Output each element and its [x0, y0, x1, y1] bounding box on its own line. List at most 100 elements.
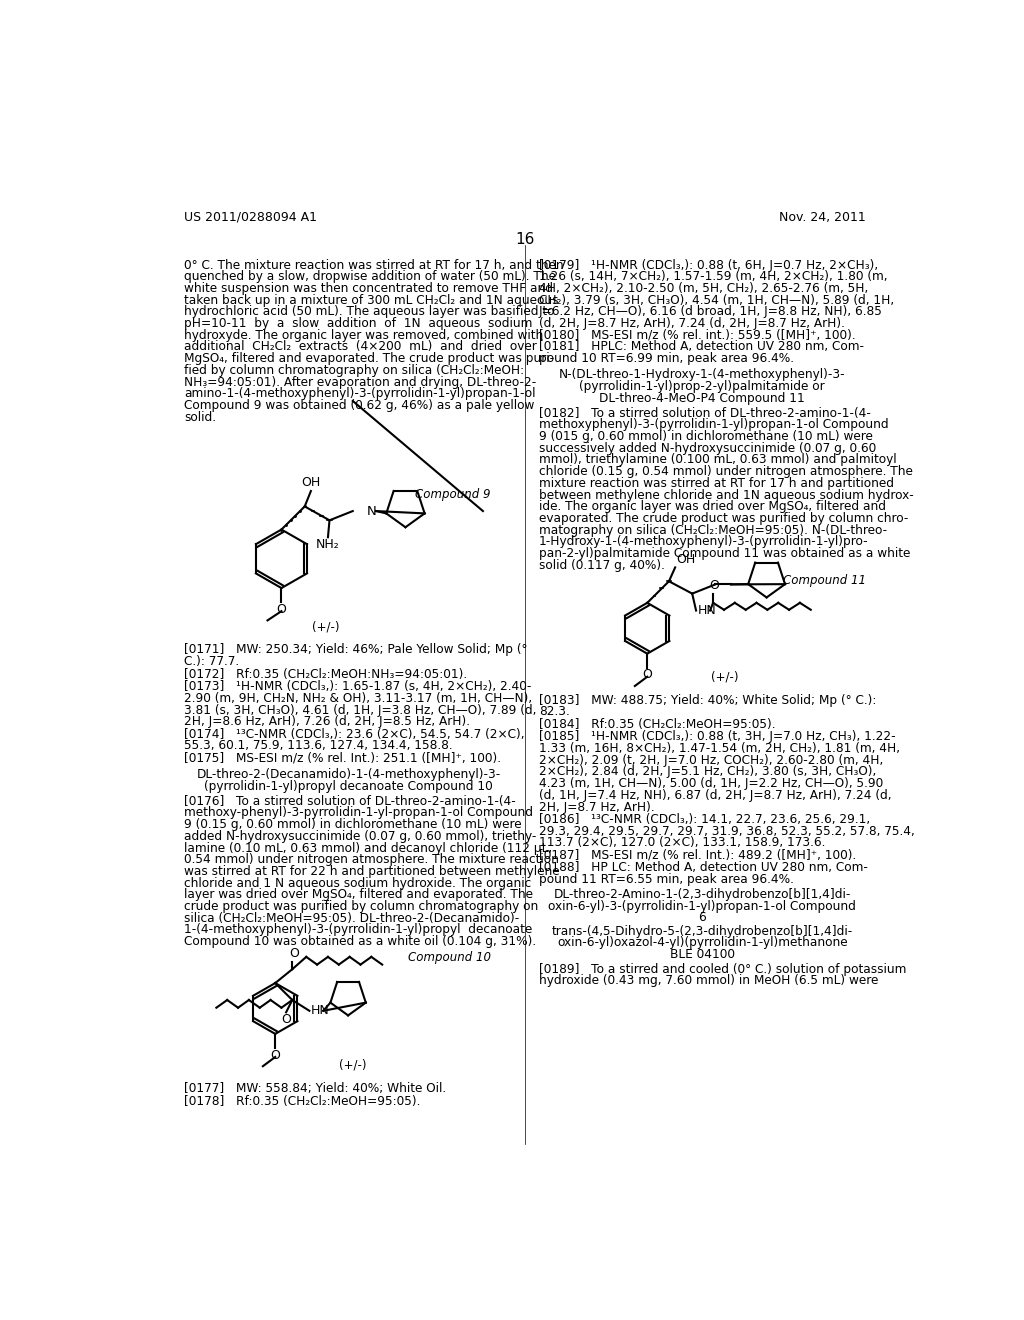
Text: 1-Hydroxy-1-(4-methoxyphenyl)-3-(pyrrolidin-1-yl)pro-: 1-Hydroxy-1-(4-methoxyphenyl)-3-(pyrroli… — [539, 536, 868, 548]
Text: N: N — [368, 504, 377, 517]
Text: (pyrrolidin-1-yl)prop-2-yl)palmitamide or: (pyrrolidin-1-yl)prop-2-yl)palmitamide o… — [580, 380, 825, 393]
Text: [0172]   Rf:0.35 (CH₂Cl₂:MeOH:NH₃=94:05:01).: [0172] Rf:0.35 (CH₂Cl₂:MeOH:NH₃=94:05:01… — [183, 668, 467, 681]
Text: (d, 2H, J=8.7 Hz, ArH), 7.24 (d, 2H, J=8.7 Hz, ArH).: (d, 2H, J=8.7 Hz, ArH), 7.24 (d, 2H, J=8… — [539, 317, 845, 330]
Text: NH₂: NH₂ — [316, 539, 340, 550]
Text: Compound 11: Compound 11 — [782, 574, 866, 587]
Text: silica (CH₂Cl₂:MeOH=95:05). DL-threo-2-(Decanamido)-: silica (CH₂Cl₂:MeOH=95:05). DL-threo-2-(… — [183, 912, 519, 925]
Text: white suspension was then concentrated to remove THF and: white suspension was then concentrated t… — [183, 282, 553, 294]
Text: O: O — [289, 946, 299, 960]
Text: crude product was purified by column chromatography on: crude product was purified by column chr… — [183, 900, 538, 913]
Text: Compound 10 was obtained as a white oil (0.104 g, 31%).: Compound 10 was obtained as a white oil … — [183, 935, 536, 948]
Text: [0176]   To a stirred solution of DL-threo-2-amino-1-(4-: [0176] To a stirred solution of DL-threo… — [183, 795, 515, 808]
Text: CH₂), 3.79 (s, 3H, CH₃O), 4.54 (m, 1H, CH—N), 5.89 (d, 1H,: CH₂), 3.79 (s, 3H, CH₃O), 4.54 (m, 1H, C… — [539, 293, 894, 306]
Text: was stirred at RT for 22 h and partitioned between methylene: was stirred at RT for 22 h and partition… — [183, 865, 559, 878]
Text: lamine (0.10 mL, 0.63 mmol) and decanoyl chloride (112 μL,: lamine (0.10 mL, 0.63 mmol) and decanoyl… — [183, 842, 552, 854]
Text: [0175]   MS-ESI m/z (% rel. Int.): 251.1 ([MH]⁺, 100).: [0175] MS-ESI m/z (% rel. Int.): 251.1 (… — [183, 752, 501, 764]
Text: oxin-6-yl)oxazol-4-yl)(pyrrolidin-1-yl)methanone: oxin-6-yl)oxazol-4-yl)(pyrrolidin-1-yl)m… — [557, 936, 848, 949]
Text: BLE 04100: BLE 04100 — [670, 948, 735, 961]
Text: HN: HN — [697, 605, 717, 616]
Text: quenched by a slow, dropwise addition of water (50 mL). The: quenched by a slow, dropwise addition of… — [183, 271, 556, 284]
Text: O: O — [282, 1014, 291, 1026]
Text: OH: OH — [677, 553, 696, 566]
Text: N-(DL-threo-1-Hydroxy-1-(4-methoxyphenyl)-3-: N-(DL-threo-1-Hydroxy-1-(4-methoxyphenyl… — [559, 368, 846, 381]
Text: C.): 77.7.: C.): 77.7. — [183, 655, 239, 668]
Text: (+/-): (+/-) — [339, 1059, 367, 1072]
Text: mixture reaction was stirred at RT for 17 h and partitioned: mixture reaction was stirred at RT for 1… — [539, 477, 894, 490]
Text: 82.3.: 82.3. — [539, 705, 569, 718]
Text: 6: 6 — [698, 911, 707, 924]
Text: methoxyphenyl)-3-(pyrrolidin-1-yl)propan-1-ol Compound: methoxyphenyl)-3-(pyrrolidin-1-yl)propan… — [539, 418, 889, 432]
Text: [0179]   ¹H-NMR (CDCl₃,): 0.88 (t, 6H, J=0.7 Hz, 2×CH₃),: [0179] ¹H-NMR (CDCl₃,): 0.88 (t, 6H, J=0… — [539, 259, 878, 272]
Text: additional  CH₂Cl₂  extracts  (4×200  mL)  and  dried  over: additional CH₂Cl₂ extracts (4×200 mL) an… — [183, 341, 537, 354]
Text: Compound 9: Compound 9 — [415, 488, 490, 502]
Text: ide. The organic layer was dried over MgSO₄, filtered and: ide. The organic layer was dried over Mg… — [539, 500, 886, 513]
Text: layer was dried over MgSO₄, filtered and evaporated. The: layer was dried over MgSO₄, filtered and… — [183, 888, 532, 902]
Text: pH=10-11  by  a  slow  addition  of  1N  aqueous  sodium: pH=10-11 by a slow addition of 1N aqueou… — [183, 317, 532, 330]
Text: [0187]   MS-ESI m/z (% rel. Int.): 489.2 ([MH]⁺, 100).: [0187] MS-ESI m/z (% rel. Int.): 489.2 (… — [539, 849, 856, 862]
Text: O: O — [710, 579, 720, 593]
Text: 0° C. The mixture reaction was stirred at RT for 17 h, and then: 0° C. The mixture reaction was stirred a… — [183, 259, 563, 272]
Text: (pyrrolidin-1-yl)propyl decanoate Compound 10: (pyrrolidin-1-yl)propyl decanoate Compou… — [205, 780, 494, 793]
Text: 9 (015 g, 0.60 mmol) in dichloromethane (10 mL) were: 9 (015 g, 0.60 mmol) in dichloromethane … — [539, 430, 872, 444]
Text: DL-threo-4-MeO-P4 Compound 11: DL-threo-4-MeO-P4 Compound 11 — [599, 392, 805, 405]
Text: [0171]   MW: 250.34; Yield: 46%; Pale Yellow Solid; Mp (°: [0171] MW: 250.34; Yield: 46%; Pale Yell… — [183, 644, 527, 656]
Text: [0184]   Rf:0.35 (CH₂Cl₂:MeOH=95:05).: [0184] Rf:0.35 (CH₂Cl₂:MeOH=95:05). — [539, 718, 775, 731]
Text: 2H, J=8.7 Hz, ArH).: 2H, J=8.7 Hz, ArH). — [539, 800, 654, 813]
Text: methoxy-phenyl)-3-pyrrolidin-1-yl-propan-1-ol Compound: methoxy-phenyl)-3-pyrrolidin-1-yl-propan… — [183, 807, 532, 820]
Text: J=6.2 Hz, CH—O), 6.16 (d broad, 1H, J=8.8 Hz, NH), 6.85: J=6.2 Hz, CH—O), 6.16 (d broad, 1H, J=8.… — [539, 305, 883, 318]
Text: O: O — [270, 1048, 281, 1061]
Text: added N-hydroxysuccinimide (0.07 g, 0.60 mmol), triethy-: added N-hydroxysuccinimide (0.07 g, 0.60… — [183, 830, 537, 843]
Text: Nov. 24, 2011: Nov. 24, 2011 — [779, 211, 866, 224]
Text: 3.81 (s, 3H, CH₃O), 4.61 (d, 1H, J=3.8 Hz, CH—O), 7.89 (d,: 3.81 (s, 3H, CH₃O), 4.61 (d, 1H, J=3.8 H… — [183, 704, 537, 717]
Text: US 2011/0288094 A1: US 2011/0288094 A1 — [183, 211, 316, 224]
Text: Compound 9 was obtained (0.62 g, 46%) as a pale yellow: Compound 9 was obtained (0.62 g, 46%) as… — [183, 399, 535, 412]
Text: 113.7 (2×C), 127.0 (2×C), 133.1, 158.9, 173.6.: 113.7 (2×C), 127.0 (2×C), 133.1, 158.9, … — [539, 837, 825, 850]
Text: [0186]   ¹³C-NMR (CDCl₃,): 14.1, 22.7, 23.6, 25.6, 29.1,: [0186] ¹³C-NMR (CDCl₃,): 14.1, 22.7, 23.… — [539, 813, 869, 826]
Text: pan-2-yl)palmitamide Compound 11 was obtained as a white: pan-2-yl)palmitamide Compound 11 was obt… — [539, 546, 910, 560]
Text: evaporated. The crude product was purified by column chro-: evaporated. The crude product was purifi… — [539, 512, 908, 525]
Text: 2H, J=8.6 Hz, ArH), 7.26 (d, 2H, J=8.5 Hz, ArH).: 2H, J=8.6 Hz, ArH), 7.26 (d, 2H, J=8.5 H… — [183, 715, 470, 729]
Text: pound 10 RT=6.99 min, peak area 96.4%.: pound 10 RT=6.99 min, peak area 96.4%. — [539, 352, 794, 366]
Text: [0173]   ¹H-NMR (CDCl₃,): 1.65-1.87 (s, 4H, 2×CH₂), 2.40-: [0173] ¹H-NMR (CDCl₃,): 1.65-1.87 (s, 4H… — [183, 680, 531, 693]
Text: fied by column chromatography on silica (CH₂Cl₂:MeOH:: fied by column chromatography on silica … — [183, 364, 524, 376]
Text: MgSO₄, filtered and evaporated. The crude product was puri-: MgSO₄, filtered and evaporated. The crud… — [183, 352, 554, 366]
Text: 0.54 mmol) under nitrogen atmosphere. The mixture reaction: 0.54 mmol) under nitrogen atmosphere. Th… — [183, 853, 559, 866]
Text: OH: OH — [301, 477, 321, 490]
Text: chloride and 1 N aqueous sodium hydroxide. The organic: chloride and 1 N aqueous sodium hydroxid… — [183, 876, 531, 890]
Text: 4.23 (m, 1H, CH—N), 5.00 (d, 1H, J=2.2 Hz, CH—O), 5.90: 4.23 (m, 1H, CH—N), 5.00 (d, 1H, J=2.2 H… — [539, 777, 883, 791]
Text: matography on silica (CH₂Cl₂:MeOH=95:05). N-(DL-threo-: matography on silica (CH₂Cl₂:MeOH=95:05)… — [539, 524, 887, 537]
Text: pound 11 RT=6.55 min, peak area 96.4%.: pound 11 RT=6.55 min, peak area 96.4%. — [539, 873, 794, 886]
Text: [0185]   ¹H-NMR (CDCl₃,): 0.88 (t, 3H, J=7.0 Hz, CH₃), 1.22-: [0185] ¹H-NMR (CDCl₃,): 0.88 (t, 3H, J=7… — [539, 730, 895, 743]
Text: NH₃=94:05:01). After evaporation and drying, DL-threo-2-: NH₃=94:05:01). After evaporation and dry… — [183, 375, 536, 388]
Text: [0180]   MS-ESI m/z (% rel. int.): 559.5 ([MH]⁺, 100).: [0180] MS-ESI m/z (% rel. int.): 559.5 (… — [539, 329, 855, 342]
Text: successively added N-hydroxysuccinimide (0.07 g, 0.60: successively added N-hydroxysuccinimide … — [539, 442, 876, 455]
Text: oxin-6-yl)-3-(pyrrolidin-1-yl)propan-1-ol Compound: oxin-6-yl)-3-(pyrrolidin-1-yl)propan-1-o… — [548, 900, 856, 912]
Text: 16: 16 — [515, 231, 535, 247]
Text: [0182]   To a stirred solution of DL-threo-2-amino-1-(4-: [0182] To a stirred solution of DL-threo… — [539, 407, 870, 420]
Text: 2.90 (m, 9H, CH₂N, NH₂ & OH), 3.11-3.17 (m, 1H, CH—N),: 2.90 (m, 9H, CH₂N, NH₂ & OH), 3.11-3.17 … — [183, 692, 531, 705]
Text: O: O — [642, 668, 652, 681]
Text: [0189]   To a stirred and cooled (0° C.) solution of potassium: [0189] To a stirred and cooled (0° C.) s… — [539, 962, 906, 975]
Text: Compound 10: Compound 10 — [408, 950, 490, 964]
Text: hydroxide (0.43 mg, 7.60 mmol) in MeOH (6.5 mL) were: hydroxide (0.43 mg, 7.60 mmol) in MeOH (… — [539, 974, 879, 987]
Text: 9 (0.15 g, 0.60 mmol) in dichloromethane (10 mL) were: 9 (0.15 g, 0.60 mmol) in dichloromethane… — [183, 818, 521, 832]
Text: between methylene chloride and 1N aqueous sodium hydrox-: between methylene chloride and 1N aqueou… — [539, 488, 913, 502]
Text: trans-(4,5-Dihydro-5-(2,3-dihydrobenzo[b][1,4]di-: trans-(4,5-Dihydro-5-(2,3-dihydrobenzo[b… — [552, 924, 853, 937]
Text: (+/-): (+/-) — [711, 671, 738, 684]
Text: 55.3, 60.1, 75.9, 113.6, 127.4, 134.4, 158.8.: 55.3, 60.1, 75.9, 113.6, 127.4, 134.4, 1… — [183, 739, 453, 752]
Text: [0177]   MW: 558.84; Yield: 40%; White Oil.: [0177] MW: 558.84; Yield: 40%; White Oil… — [183, 1081, 445, 1094]
Text: 2×CH₂), 2.84 (d, 2H, J=5.1 Hz, CH₂), 3.80 (s, 3H, CH₃O),: 2×CH₂), 2.84 (d, 2H, J=5.1 Hz, CH₂), 3.8… — [539, 766, 876, 779]
Text: HN: HN — [311, 1005, 330, 1018]
Text: hydrochloric acid (50 mL). The aqueous layer was basified to: hydrochloric acid (50 mL). The aqueous l… — [183, 305, 554, 318]
Text: solid (0.117 g, 40%).: solid (0.117 g, 40%). — [539, 558, 665, 572]
Text: [0183]   MW: 488.75; Yield: 40%; White Solid; Mp (° C.):: [0183] MW: 488.75; Yield: 40%; White Sol… — [539, 694, 877, 706]
Text: mmol), triethylamine (0.100 mL, 0.63 mmol) and palmitoyl: mmol), triethylamine (0.100 mL, 0.63 mmo… — [539, 454, 896, 466]
Text: 2×CH₂), 2.09 (t, 2H, J=7.0 Hz, COCH₂), 2.60-2.80 (m, 4H,: 2×CH₂), 2.09 (t, 2H, J=7.0 Hz, COCH₂), 2… — [539, 754, 883, 767]
Text: DL-threo-2-Amino-1-(2,3-dihydrobenzo[b][1,4]di-: DL-threo-2-Amino-1-(2,3-dihydrobenzo[b][… — [554, 888, 851, 900]
Text: [0188]   HP LC: Method A, detection UV 280 nm, Com-: [0188] HP LC: Method A, detection UV 280… — [539, 862, 867, 874]
Text: [0178]   Rf:0.35 (CH₂Cl₂:MeOH=95:05).: [0178] Rf:0.35 (CH₂Cl₂:MeOH=95:05). — [183, 1094, 420, 1107]
Text: DL-threo-2-(Decanamido)-1-(4-methoxyphenyl)-3-: DL-threo-2-(Decanamido)-1-(4-methoxyphen… — [197, 768, 501, 781]
Text: 4H, 2×CH₂), 2.10-2.50 (m, 5H, CH₂), 2.65-2.76 (m, 5H,: 4H, 2×CH₂), 2.10-2.50 (m, 5H, CH₂), 2.65… — [539, 282, 868, 294]
Text: (d, 1H, J=7.4 Hz, NH), 6.87 (d, 2H, J=8.7 Hz, ArH), 7.24 (d,: (d, 1H, J=7.4 Hz, NH), 6.87 (d, 2H, J=8.… — [539, 789, 891, 801]
Text: O: O — [276, 603, 287, 615]
